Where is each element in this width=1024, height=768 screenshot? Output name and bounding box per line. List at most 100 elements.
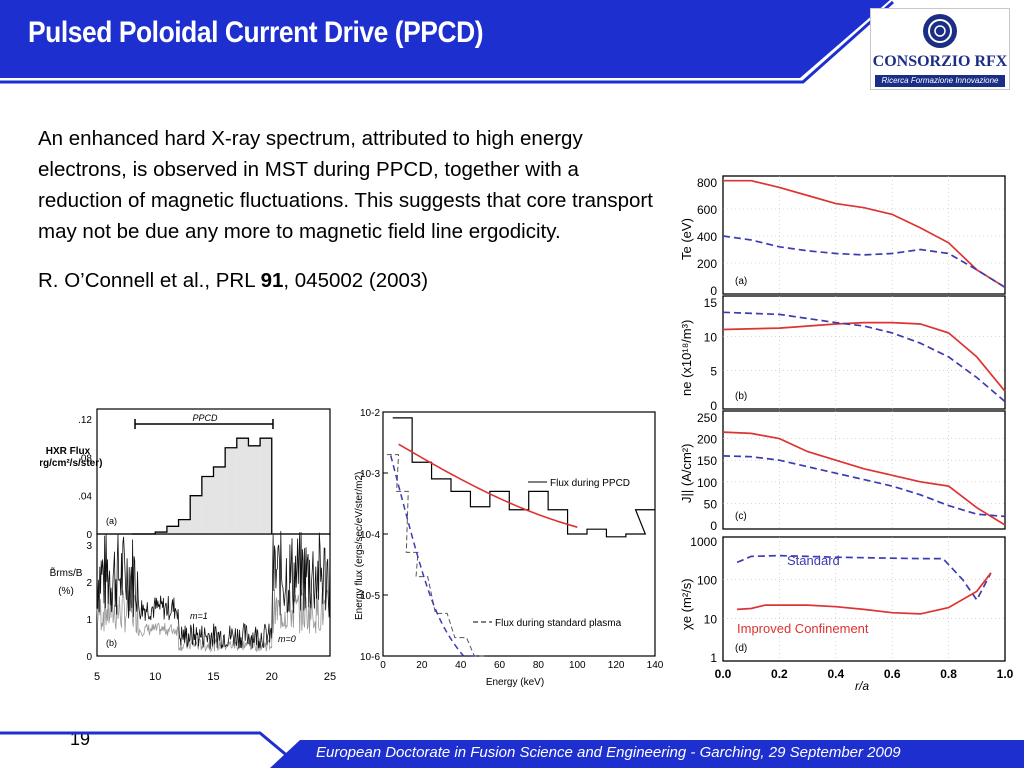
spectrum-xtick: 100 (569, 660, 586, 671)
spectrum-xtick: 20 (416, 660, 428, 671)
improved-profile-line (723, 179, 1006, 289)
brms-unit: (%) (58, 586, 74, 597)
hxr-bar (225, 447, 237, 534)
chi-ylabel: χe (m²/s) (679, 578, 694, 630)
profiles-figure: 8006004002000(a)151050(b)250200150100500… (679, 175, 1014, 693)
hxr-histogram (131, 437, 273, 535)
profiles-xlabel: r/a (855, 679, 869, 693)
spectrum-ytick: 10-2 (360, 408, 380, 419)
m1-label: m=1 (190, 611, 208, 621)
logo-emblem-icon (923, 14, 957, 48)
brms-ytick: 3 (86, 541, 92, 552)
m1-trace (96, 531, 331, 649)
profile-xtick: 0.0 (715, 667, 732, 681)
hxr-figure: HXR Flux erg/cm²/s/ster) B̃rms/B (%) .12… (40, 408, 336, 683)
reference-suffix: , 045002 (2003) (283, 269, 429, 292)
profile-panel (722, 410, 1006, 530)
m0-trace (96, 589, 330, 653)
m0-label: m=0 (278, 634, 296, 644)
hxr-ytick: .08 (78, 453, 92, 464)
hxr-xtick: 25 (324, 671, 336, 683)
profile-ytick: 0 (710, 399, 717, 413)
profile-ytick: 600 (697, 203, 717, 217)
slide-title: Pulsed Poloidal Current Drive (PPCD) (28, 16, 484, 49)
profile-ytick: 100 (697, 476, 717, 490)
hxr-xtick: 5 (94, 671, 100, 683)
profile-xtick: 0.4 (827, 667, 844, 681)
profile-xtick: 1.0 (997, 667, 1014, 681)
hxr-bar (178, 519, 191, 534)
improved-label: Improved Confinement (737, 621, 869, 636)
profile-ytick: 800 (697, 176, 717, 190)
reference-volume: 91 (260, 269, 284, 292)
profile-xtick: 0.2 (771, 667, 788, 681)
hxr-ytick: .04 (78, 492, 92, 503)
hxr-xtick: 15 (207, 671, 219, 683)
hxr-ytick: 0 (86, 530, 92, 541)
hxr-bar (190, 495, 202, 534)
ppcd-fit-curve (398, 443, 578, 528)
spectrum-xlabel: Energy (keV) (486, 677, 544, 688)
profile-xtick: 0.8 (940, 667, 957, 681)
spectrum-ytick: 10-5 (360, 591, 380, 602)
profile-ytick: 10 (704, 330, 718, 344)
improved-profile-line (722, 431, 1006, 526)
standard-fit-curve (390, 455, 479, 657)
profile-ytick: 400 (697, 230, 717, 244)
footer-text: European Doctorate in Fusion Science and… (316, 744, 901, 761)
standard-flux-series (386, 454, 486, 657)
header-banner (0, 0, 894, 84)
profile-ytick: 100 (697, 574, 717, 588)
profile-ytick: 1000 (690, 535, 717, 549)
hxr-bar (213, 466, 226, 534)
profile-ytick: 15 (704, 296, 718, 310)
hxr-ytick: .12 (78, 415, 92, 426)
profile-panel-label: (c) (735, 511, 747, 522)
spectrum-xtick: 60 (494, 660, 506, 671)
logo-name: CONSORZIO RFX (872, 53, 1008, 70)
profile-panel-label: (a) (735, 276, 747, 287)
body-text: An enhanced hard X-ray spectrum, attribu… (38, 123, 653, 296)
hxr-bar (201, 476, 214, 534)
profile-ytick: 0 (710, 519, 717, 533)
spectrum-xtick: 120 (608, 660, 625, 671)
legend-standard: Flux during standard plasma (495, 618, 622, 629)
profile-xtick: 0.6 (884, 667, 901, 681)
brms-ytick: 1 (86, 615, 92, 626)
hxr-xtick: 10 (149, 671, 161, 683)
footer-banner (0, 731, 1024, 768)
improved-profile-line (722, 321, 1006, 392)
logo-tagline: Ricerca Formazione Innovazione (875, 75, 1005, 87)
standard-profile-line (736, 554, 992, 602)
ne-ylabel: ne (x10¹⁸/m³) (679, 320, 694, 396)
legend-ppcd: Flux during PPCD (550, 478, 630, 489)
hxr-bar (260, 438, 272, 534)
hxr-bar (236, 438, 249, 534)
hxr-bar (155, 532, 167, 534)
profile-ytick: 50 (704, 497, 718, 511)
hxr-panel-a: (a) (106, 516, 117, 526)
profile-ytick: 0 (710, 284, 717, 298)
j-ylabel: J|| (A/cm²) (679, 444, 694, 503)
brms-panel-b: (b) (106, 638, 117, 648)
spectrum-xtick: 0 (380, 660, 386, 671)
ppcd-flux-series (392, 417, 655, 538)
brms-ytick: 0 (86, 652, 92, 663)
hxr-ylabel-1: HXR Flux (46, 446, 91, 457)
spectrum-ytick: 10-6 (360, 652, 380, 663)
profile-ytick: 200 (697, 433, 717, 447)
brms-ytick: 2 (86, 578, 92, 589)
reference: R. O’Connell et al., PRL 91, 045002 (200… (38, 265, 653, 296)
hxr-ylabel-2: erg/cm²/s/ster) (40, 458, 102, 469)
profile-panel-label: (d) (735, 643, 747, 654)
spectrum-xtick: 80 (533, 660, 545, 671)
profile-ytick: 5 (710, 365, 717, 379)
improved-profile-line (737, 572, 992, 615)
spectrum-ytick: 10-4 (360, 530, 380, 541)
reference-prefix: R. O’Connell et al., PRL (38, 269, 261, 292)
spectrum-ylabel: Energy flux (ergs/sec/eV/ster/m2) (354, 472, 365, 620)
profile-panel-label: (b) (735, 391, 747, 402)
standard-profile-line (722, 235, 1006, 289)
standard-label: Standard (787, 553, 840, 568)
profile-ytick: 150 (697, 454, 717, 468)
